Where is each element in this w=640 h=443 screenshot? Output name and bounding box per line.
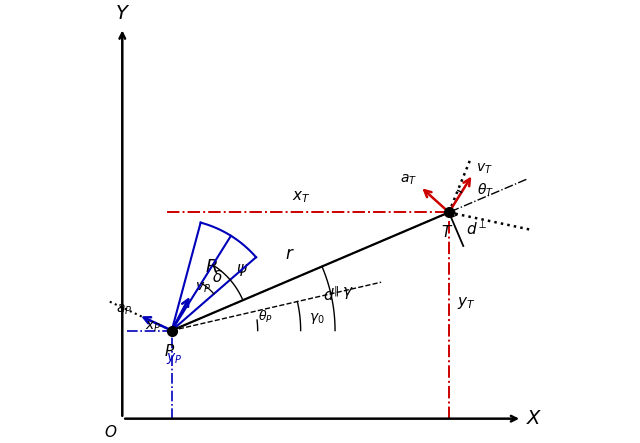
Text: $r$: $r$ (285, 245, 295, 263)
Text: $d^{\perp}$: $d^{\perp}$ (465, 219, 487, 237)
Text: $Y$: $Y$ (115, 4, 130, 23)
Text: $R$: $R$ (205, 258, 218, 276)
Text: $v_P$: $v_P$ (195, 281, 211, 295)
Text: $O$: $O$ (104, 424, 117, 440)
Text: $\theta_P$: $\theta_P$ (258, 309, 273, 326)
Text: $\delta$: $\delta$ (212, 268, 223, 284)
Text: $x_T$: $x_T$ (292, 189, 311, 205)
Text: $\theta_T$: $\theta_T$ (477, 181, 494, 199)
Text: $x_P$: $x_P$ (145, 320, 161, 334)
Text: $\psi$: $\psi$ (236, 263, 248, 279)
Text: $y_P$: $y_P$ (166, 351, 182, 366)
Text: $P$: $P$ (164, 342, 175, 358)
Text: $T$: $T$ (440, 225, 453, 241)
Text: $v_T$: $v_T$ (476, 162, 493, 176)
Text: $X$: $X$ (526, 409, 543, 428)
Text: $y_T$: $y_T$ (457, 295, 476, 311)
Text: $a_T$: $a_T$ (399, 173, 417, 187)
Text: $d^{\|}$: $d^{\|}$ (323, 286, 340, 304)
Text: $a_P$: $a_P$ (116, 303, 132, 317)
Text: $\gamma_0$: $\gamma_0$ (309, 311, 324, 326)
Text: $\gamma$: $\gamma$ (342, 285, 354, 301)
